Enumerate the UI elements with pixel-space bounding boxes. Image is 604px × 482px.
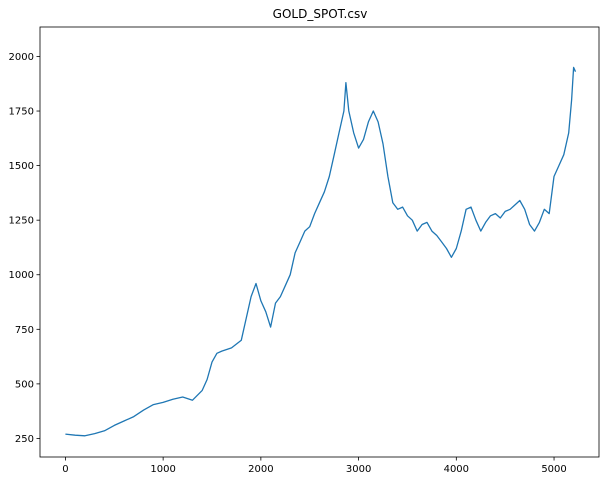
axes-frame (39, 26, 600, 458)
x-tick-label: 5000 (541, 464, 566, 475)
chart-title: GOLD_SPOT.csv (273, 7, 368, 21)
y-tick-label: 2000 (9, 52, 34, 63)
y-tick-label: 1250 (9, 216, 34, 227)
plot-area (65, 66, 577, 437)
y-tick-label: 500 (15, 379, 34, 390)
axes: 0 1000 2000 3000 4000 5000 250 500 750 1000 1250 15… (9, 26, 600, 475)
series-line-0 (65, 66, 577, 437)
x-tick-label: 2000 (248, 464, 273, 475)
y-tick-label: 750 (15, 325, 34, 336)
y-tick-label: 250 (15, 434, 34, 445)
x-tick-label: 4000 (444, 464, 469, 475)
y-tick-label: 1750 (9, 107, 34, 118)
x-tick-label: 3000 (346, 464, 371, 475)
x-tick-label: 1000 (150, 464, 175, 475)
y-tick-label: 1000 (9, 270, 34, 281)
x-tick-label: 0 (62, 464, 68, 475)
y-tick-label: 1500 (9, 161, 34, 172)
